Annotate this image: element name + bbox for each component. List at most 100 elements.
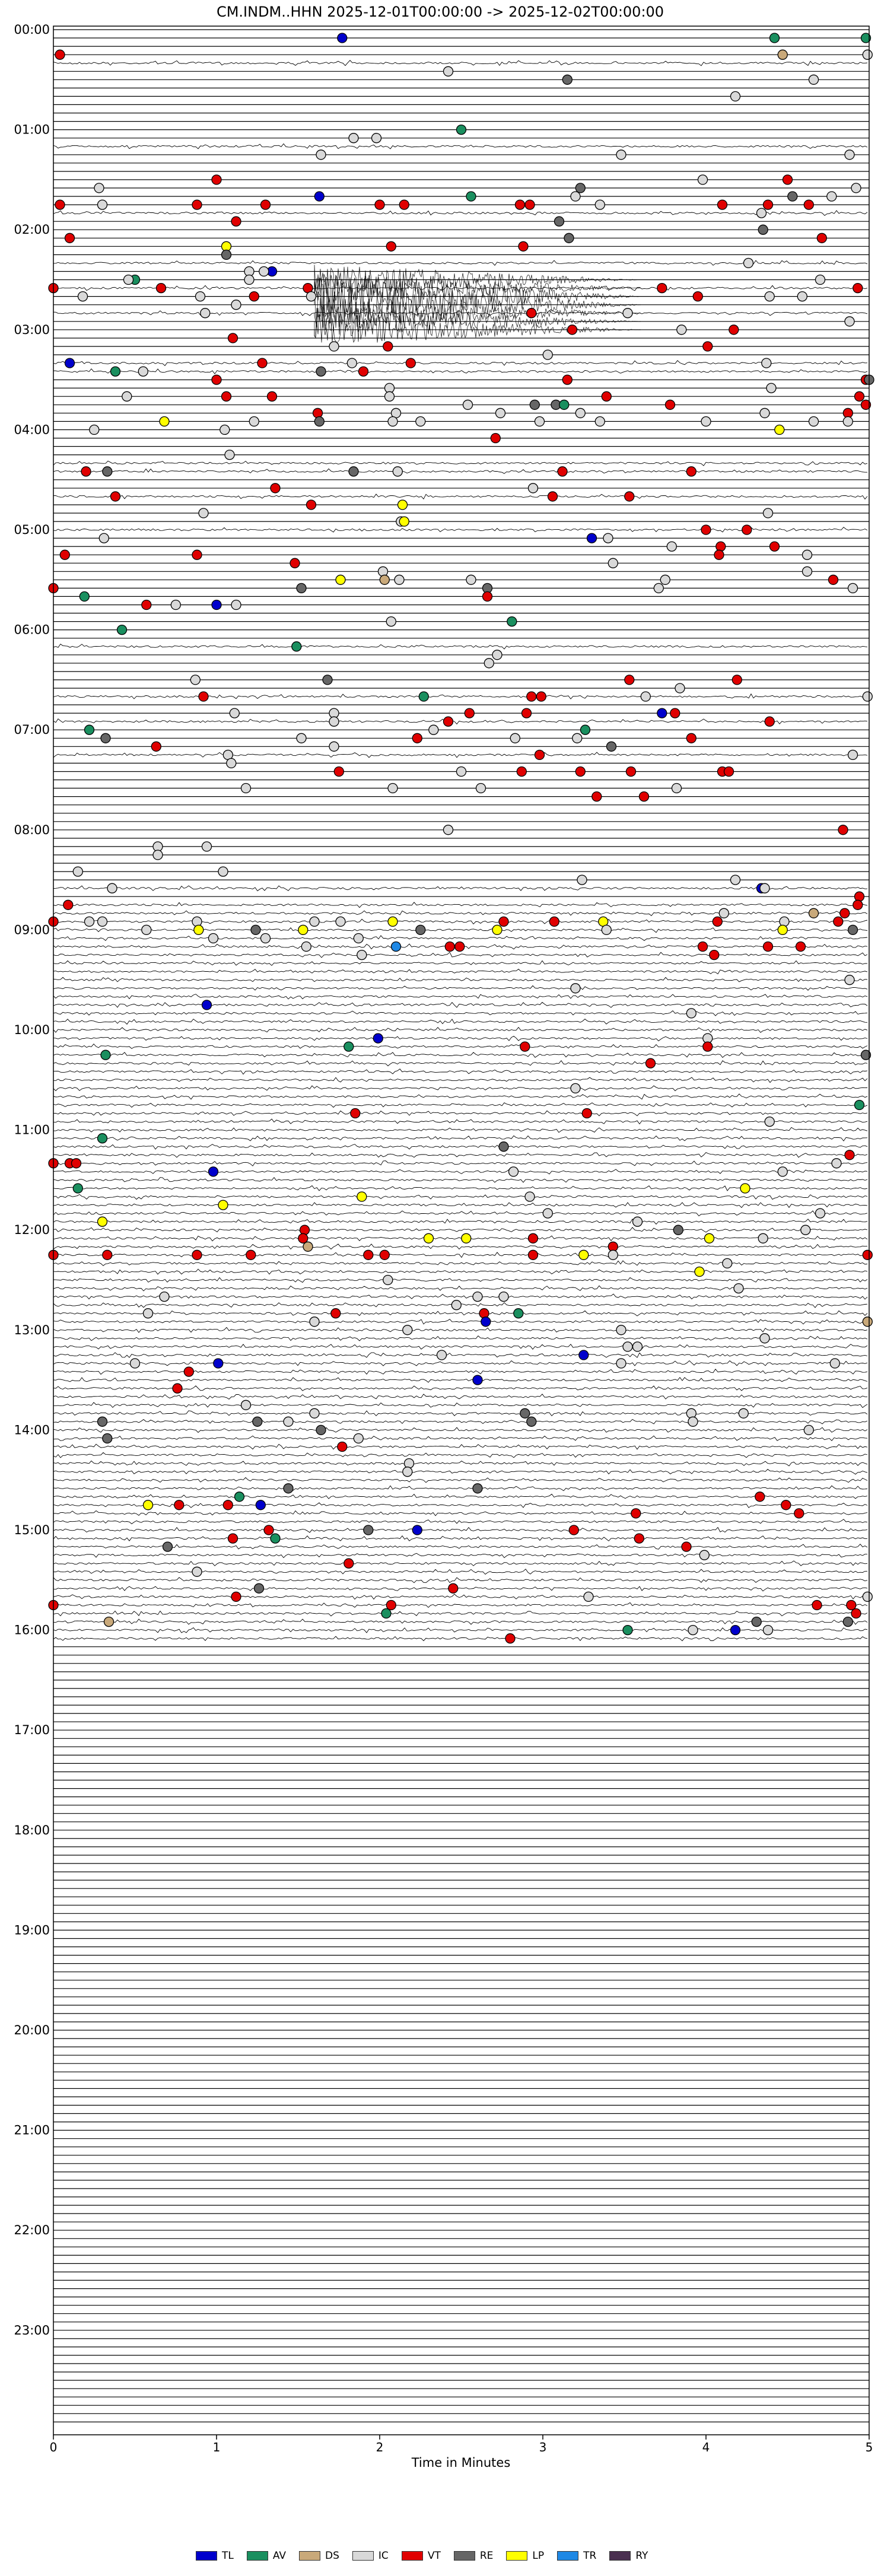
x-tick-label: 2: [376, 2440, 384, 2454]
event-marker-ic: [224, 449, 235, 460]
event-marker-re: [554, 216, 565, 227]
event-marker-vt: [839, 908, 850, 918]
event-marker-ic: [688, 1624, 698, 1636]
event-marker-ic: [508, 1166, 519, 1177]
event-marker-re: [842, 1616, 853, 1627]
event-marker-ic: [844, 150, 855, 160]
event-marker-ic: [831, 1158, 842, 1169]
event-marker-ic: [847, 749, 858, 761]
event-marker-vt: [731, 675, 742, 685]
event-marker-ic: [632, 1216, 643, 1227]
event-marker-ic: [97, 916, 108, 927]
event-marker-tl: [211, 599, 222, 610]
event-marker-ic: [306, 291, 317, 302]
event-marker-re: [296, 583, 307, 594]
trace-line: [53, 360, 868, 366]
event-marker-ic: [208, 933, 219, 944]
trace-line: [53, 1260, 868, 1266]
trace-line: [53, 1410, 868, 1417]
event-marker-ic: [484, 658, 494, 669]
trace-line: [53, 1519, 868, 1525]
event-marker-vt: [524, 199, 535, 210]
event-marker-ic: [142, 1308, 154, 1319]
event-marker-vt: [374, 199, 385, 210]
legend-label: LP: [532, 2550, 545, 2562]
event-marker-vt: [526, 691, 537, 702]
x-tick-label: 4: [702, 2440, 710, 2454]
event-marker-vt: [263, 1525, 274, 1535]
event-marker-vt: [350, 1108, 361, 1119]
event-marker-ic: [862, 49, 873, 60]
event-marker-vt: [846, 1599, 857, 1611]
legend-label: IC: [378, 2550, 389, 2562]
event-marker-ic: [220, 424, 230, 435]
event-marker-ic: [159, 1291, 170, 1302]
event-marker-av: [344, 1041, 354, 1052]
legend-item-ic: IC: [352, 2550, 389, 2562]
trace-line: [53, 210, 868, 216]
event-marker-ic: [640, 691, 651, 702]
event-marker-av: [854, 1099, 865, 1111]
event-marker-vt: [222, 1500, 233, 1510]
x-tick-label: 1: [213, 2440, 221, 2454]
trace-line: [53, 1435, 868, 1441]
event-marker-av: [418, 691, 429, 702]
event-marker-vt: [231, 1591, 241, 1602]
trace-line: [53, 1335, 868, 1341]
event-marker-ic: [387, 783, 398, 794]
event-marker-ic: [524, 1191, 535, 1202]
event-marker-vt: [479, 1308, 489, 1319]
event-marker-vt: [64, 233, 75, 243]
trace-line: [53, 310, 868, 316]
legend-item-vt: VT: [401, 2550, 441, 2562]
event-marker-vt: [211, 374, 222, 385]
event-marker-vt: [386, 1599, 396, 1611]
event-marker-vt: [833, 916, 844, 927]
trace-line: [53, 60, 868, 66]
trace-line: [53, 368, 868, 374]
trace-line: [53, 1477, 868, 1483]
earthquake-waveform: [314, 265, 641, 344]
event-marker-re: [102, 1433, 113, 1444]
event-marker-lp: [777, 924, 788, 936]
event-marker-ic: [699, 1550, 710, 1560]
event-marker-vt: [762, 941, 774, 952]
event-marker-vt: [816, 233, 827, 243]
event-marker-lp: [740, 1183, 750, 1194]
event-marker-re: [673, 1225, 683, 1235]
event-marker-vt: [231, 216, 241, 227]
event-marker-ic: [815, 1208, 826, 1219]
event-marker-tl: [337, 33, 348, 43]
event-marker-vt: [567, 325, 578, 335]
event-marker-lp: [193, 924, 204, 936]
event-marker-ic: [802, 566, 813, 577]
event-marker-vt: [412, 733, 422, 743]
trace-line: [53, 1194, 868, 1200]
event-marker-tl: [373, 1033, 383, 1044]
hour-label: 23:00: [14, 2323, 50, 2338]
event-marker-ic: [808, 416, 819, 427]
event-marker-vt: [581, 1108, 592, 1119]
event-marker-vt: [575, 766, 586, 777]
trace-line: [53, 1044, 868, 1050]
event-marker-re: [520, 1408, 530, 1419]
event-marker-tl: [481, 1316, 491, 1327]
event-marker-ic: [384, 391, 395, 402]
event-marker-vt: [227, 333, 238, 344]
event-marker-ds: [777, 49, 788, 60]
event-marker-re: [316, 1424, 326, 1436]
event-marker-vt: [782, 174, 793, 185]
event-marker-tl: [64, 358, 75, 368]
event-marker-ic: [498, 1291, 509, 1302]
event-marker-vt: [645, 1058, 656, 1068]
event-marker-ic: [451, 1300, 462, 1311]
trace-line: [53, 260, 868, 266]
event-marker-re: [100, 733, 111, 743]
event-marker-lp: [704, 1233, 715, 1244]
event-marker-av: [769, 33, 780, 43]
event-marker-ic: [309, 1316, 320, 1327]
event-marker-ic: [428, 724, 439, 735]
event-marker-ic: [762, 1624, 774, 1636]
event-marker-vt: [717, 199, 728, 210]
event-marker-vt: [536, 691, 546, 702]
